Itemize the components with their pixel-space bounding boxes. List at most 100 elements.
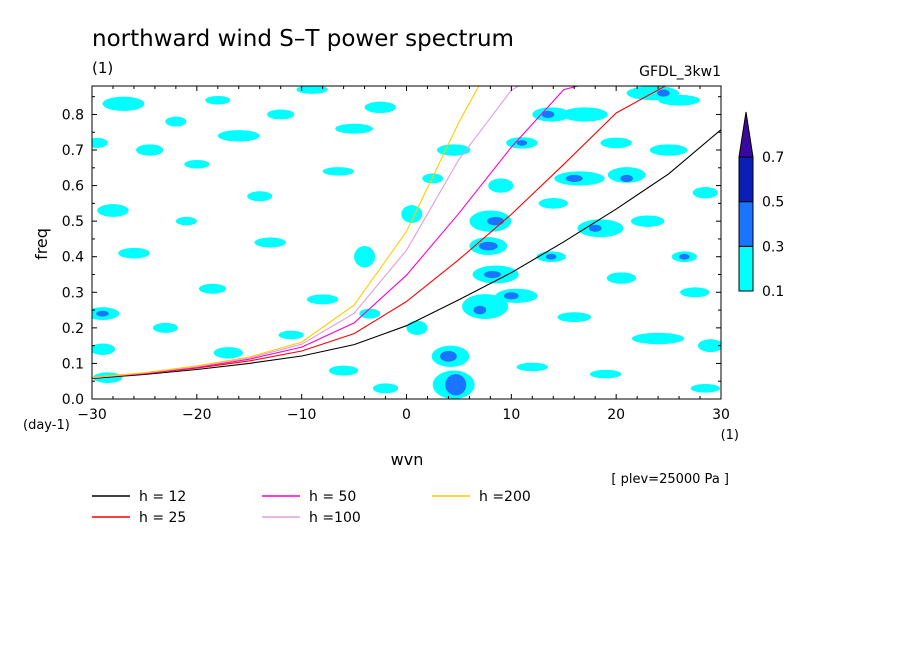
- unit-label: (1): [92, 59, 113, 77]
- y-tick-label: 0.1: [62, 356, 84, 372]
- contour-blob: [484, 270, 501, 279]
- contour-blob: [538, 198, 568, 209]
- dispersion-curve: [92, 129, 721, 379]
- contour-blob: [335, 123, 373, 134]
- y-tick-label: 0.4: [62, 250, 84, 266]
- y-axis-title: freq: [32, 228, 51, 260]
- x-tick-label: −30: [77, 407, 107, 423]
- contour-blob: [600, 137, 632, 149]
- contour-blob: [588, 224, 602, 232]
- contour-blob: [322, 167, 355, 176]
- contour-blob: [516, 140, 528, 146]
- x-axis-title: wvn: [391, 450, 424, 469]
- contour-fill-layer: [92, 86, 721, 399]
- x-tick-label: 20: [607, 407, 625, 423]
- contour-blob: [198, 283, 227, 294]
- x-tick-label: 30: [712, 407, 730, 423]
- contour-blob: [436, 144, 471, 156]
- contour-blob: [267, 109, 295, 120]
- colorbar: 0.1 0.3 0.5 0.7: [738, 111, 784, 300]
- contour-blob: [205, 95, 231, 105]
- legend-label: h = 25: [139, 510, 186, 526]
- contour-blob: [184, 159, 210, 169]
- legend: h = 12 h = 25 h = 50 h =100 h =200: [92, 489, 531, 526]
- contour-blob: [354, 246, 376, 268]
- contour-blob: [165, 116, 187, 127]
- legend-label: h = 12: [139, 489, 186, 505]
- colorbar-segment: [738, 201, 754, 247]
- contour-blob: [213, 347, 243, 359]
- contour-blob: [118, 247, 150, 259]
- contour-blob: [247, 191, 273, 202]
- contour-blob: [217, 130, 260, 142]
- contour-blob: [680, 287, 710, 298]
- contour-blob: [557, 312, 592, 323]
- y-tick-label: 0.2: [62, 321, 84, 337]
- dispersion-curves: [92, 86, 721, 379]
- y-tick-label: 0.8: [62, 107, 84, 123]
- model-label: GFDL_3kw1: [639, 64, 721, 80]
- y-tick-label: 0.5: [62, 214, 84, 230]
- contour-blob: [545, 253, 557, 260]
- plot-frame: [91, 85, 722, 400]
- dispersion-curve: [92, 86, 480, 378]
- y-tick-label: 0.6: [62, 179, 84, 195]
- contour-blob: [97, 204, 129, 217]
- contour-blob: [541, 110, 555, 119]
- contour-blob: [607, 167, 646, 183]
- contour-blob: [690, 384, 720, 393]
- contour-blob: [364, 101, 397, 114]
- contour-blob: [92, 137, 108, 148]
- contour-blob: [692, 187, 718, 199]
- contour-blob: [631, 332, 685, 345]
- contour-blob: [606, 272, 637, 284]
- contour-blob: [561, 107, 608, 122]
- x-unit-label: (1): [721, 428, 739, 443]
- y-axis: 0.0 0.1 0.2 0.3 0.4 0.5 0.6 0.7 0.8: [62, 96, 721, 408]
- contour-blob: [254, 237, 286, 248]
- contour-blob: [488, 178, 514, 193]
- colorbar-level-label: 0.3: [762, 239, 784, 255]
- contour-blob: [589, 369, 622, 379]
- y-unit-label: (day-1): [23, 418, 70, 433]
- dispersion-curve: [92, 86, 520, 379]
- legend-label: h = 50: [309, 489, 356, 505]
- contour-blob: [565, 174, 583, 183]
- contour-blob: [406, 320, 428, 335]
- x-tick-label: 0: [402, 407, 411, 423]
- y-tick-label: 0.0: [62, 392, 84, 408]
- contour-blob: [92, 343, 116, 355]
- contour-blob: [296, 86, 328, 94]
- contour-blob: [175, 216, 197, 226]
- colorbar-level-label: 0.5: [762, 195, 784, 211]
- pressure-level-label: [ plev=25000 Pa ]: [611, 472, 729, 487]
- dispersion-curve: [92, 86, 667, 379]
- x-tick-label: −20: [182, 407, 212, 423]
- legend-label: h =100: [309, 510, 361, 526]
- colorbar-level-label: 0.1: [762, 284, 784, 300]
- contour-blob: [503, 292, 519, 300]
- contour-blob: [462, 294, 509, 319]
- x-tick-label: −10: [287, 407, 317, 423]
- contour-blob: [445, 374, 467, 396]
- contour-blob: [440, 350, 457, 362]
- contour-blob: [102, 96, 145, 111]
- contour-blob: [658, 94, 701, 106]
- dispersion-curve: [92, 86, 580, 379]
- contour-blob: [630, 215, 665, 227]
- contour-blob: [679, 253, 690, 260]
- contour-blob: [620, 174, 633, 183]
- contour-blob: [328, 365, 359, 376]
- contour-blob: [306, 294, 339, 305]
- contour-blob: [657, 89, 670, 97]
- x-tick-label: 10: [502, 407, 520, 423]
- contour-blob: [478, 241, 498, 251]
- contour-blob: [516, 362, 549, 372]
- contour-blob: [697, 339, 721, 353]
- contour-blob: [649, 144, 688, 156]
- contour-blob: [136, 144, 164, 156]
- contour-blob: [96, 310, 109, 317]
- y-tick-label: 0.7: [62, 143, 84, 159]
- contour-blob: [372, 383, 399, 394]
- chart-title: northward wind S–T power spectrum: [92, 26, 514, 52]
